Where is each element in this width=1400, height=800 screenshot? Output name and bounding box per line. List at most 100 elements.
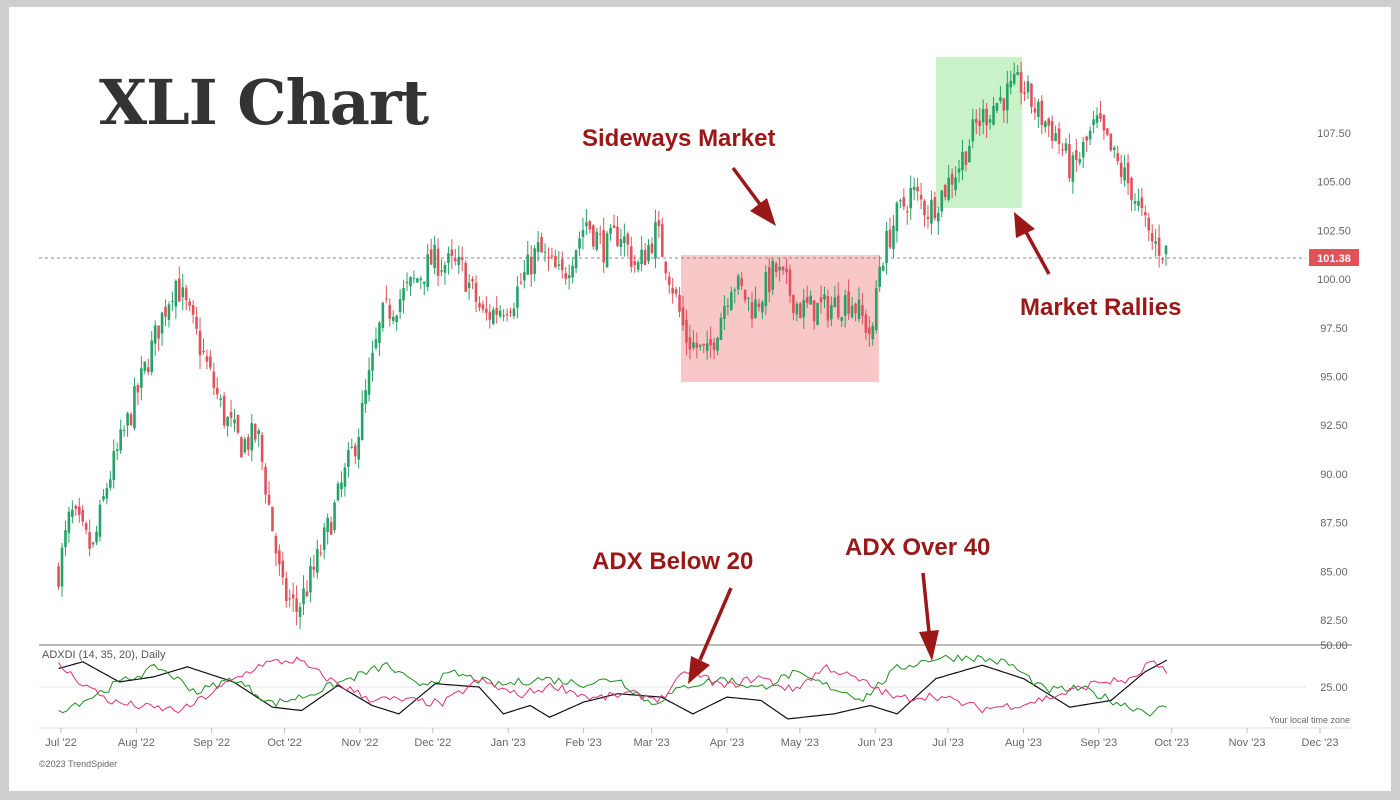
- candle-body: [633, 261, 637, 266]
- candle-body: [685, 319, 688, 343]
- candle-body: [554, 255, 557, 268]
- candle-body: [233, 419, 236, 424]
- price-tick-label: 92.50: [1320, 420, 1348, 432]
- candle-body: [250, 423, 254, 451]
- candle-body: [588, 220, 592, 230]
- candle-body: [885, 230, 888, 264]
- candle-body: [188, 301, 191, 306]
- candle-body: [781, 266, 785, 271]
- arrow-rallies: [1014, 212, 1051, 275]
- time-tick-label: Sep '23: [1080, 737, 1117, 749]
- candle-body: [133, 386, 136, 429]
- candle-body: [830, 305, 833, 320]
- candle-body: [440, 270, 443, 272]
- candle-body: [547, 257, 550, 259]
- time-tick-label: Oct '23: [1154, 737, 1189, 749]
- candle-body: [840, 317, 844, 321]
- candle-body: [433, 244, 436, 269]
- candle-body: [1019, 71, 1023, 93]
- candle-body: [1023, 92, 1026, 95]
- candle-body: [874, 288, 878, 331]
- candle-body: [195, 316, 198, 329]
- candle-body: [1043, 121, 1047, 128]
- candle-body: [302, 588, 305, 605]
- candle-body: [968, 146, 971, 163]
- candle-body: [1133, 201, 1137, 204]
- candle-body: [505, 314, 509, 316]
- candle-body: [937, 213, 940, 222]
- candle-body: [509, 311, 512, 313]
- candle-body: [1154, 241, 1157, 244]
- candle-body: [1068, 144, 1071, 179]
- candle-body: [1092, 119, 1095, 126]
- candle-body: [1106, 128, 1109, 135]
- candle-body: [1112, 147, 1116, 151]
- candle-body: [198, 330, 202, 356]
- candle-body: [1102, 115, 1106, 131]
- candle-body: [816, 302, 819, 325]
- indicator-axis: 25.00 50.00: [1320, 640, 1348, 694]
- candle-body: [1147, 217, 1151, 231]
- candle-body: [698, 344, 702, 347]
- time-tick-label: Jun '23: [858, 737, 893, 749]
- candle-body: [1009, 80, 1013, 88]
- time-axis: Jul '22 Aug '22 Sep '22 Oct '22 Nov '22 Dec '…: [45, 728, 1338, 749]
- candle-body: [774, 263, 778, 272]
- candle-body: [961, 151, 964, 171]
- candle-body: [723, 306, 726, 319]
- candle-body: [567, 275, 571, 279]
- candle-body: [91, 542, 95, 545]
- candle-body: [916, 186, 919, 192]
- time-tick-label: Dec '23: [1302, 737, 1339, 749]
- candle-body: [153, 325, 157, 344]
- price-tick-label: 97.50: [1320, 323, 1348, 335]
- candle-body: [1161, 259, 1164, 261]
- candle-body: [1071, 155, 1075, 182]
- candle-body: [988, 119, 992, 123]
- candle-body: [333, 502, 336, 531]
- candle-body: [436, 248, 440, 276]
- candle-body: [364, 390, 367, 404]
- candle-body: [716, 337, 719, 351]
- candle-body: [985, 108, 988, 126]
- candle-body: [557, 264, 561, 266]
- candle-body: [336, 483, 340, 501]
- candle-body: [657, 220, 661, 227]
- time-tick-label: Jul '23: [932, 737, 963, 749]
- candle-body: [460, 257, 464, 260]
- candle-body: [664, 261, 668, 274]
- adx-line: [58, 659, 1168, 720]
- candle-body: [754, 299, 757, 319]
- time-tick-label: Jul '22: [45, 737, 76, 749]
- candle-body: [143, 361, 147, 371]
- candle-body: [322, 527, 326, 550]
- candle-body: [488, 311, 492, 320]
- candle-body: [695, 342, 699, 349]
- time-tick-label: Dec '22: [414, 737, 451, 749]
- candle-body: [429, 249, 433, 265]
- candle-body: [623, 236, 626, 244]
- candle-body: [1050, 121, 1054, 141]
- time-tick-label: Nov '23: [1229, 737, 1266, 749]
- plus-di-line: [58, 654, 1168, 717]
- candle-body: [388, 304, 392, 319]
- candle-body: [467, 282, 471, 289]
- candle-body: [329, 522, 333, 535]
- candle-body: [291, 594, 295, 599]
- candle-body: [402, 288, 405, 301]
- candle-body: [247, 437, 250, 450]
- time-tick-label: Sep '22: [193, 737, 230, 749]
- candle-body: [347, 450, 350, 467]
- candle-body: [1088, 130, 1092, 140]
- candle-body: [592, 225, 595, 247]
- candle-body: [309, 566, 312, 593]
- price-tick-label: 82.50: [1320, 615, 1348, 627]
- candle-body: [1140, 197, 1144, 209]
- candle-body: [550, 255, 554, 257]
- candle-body: [464, 263, 467, 292]
- candle-body: [350, 446, 354, 448]
- candle-body: [626, 233, 630, 245]
- candle-body: [229, 412, 233, 418]
- time-tick-label: Oct '22: [267, 737, 302, 749]
- last-price-tag: 101.38: [1309, 249, 1359, 266]
